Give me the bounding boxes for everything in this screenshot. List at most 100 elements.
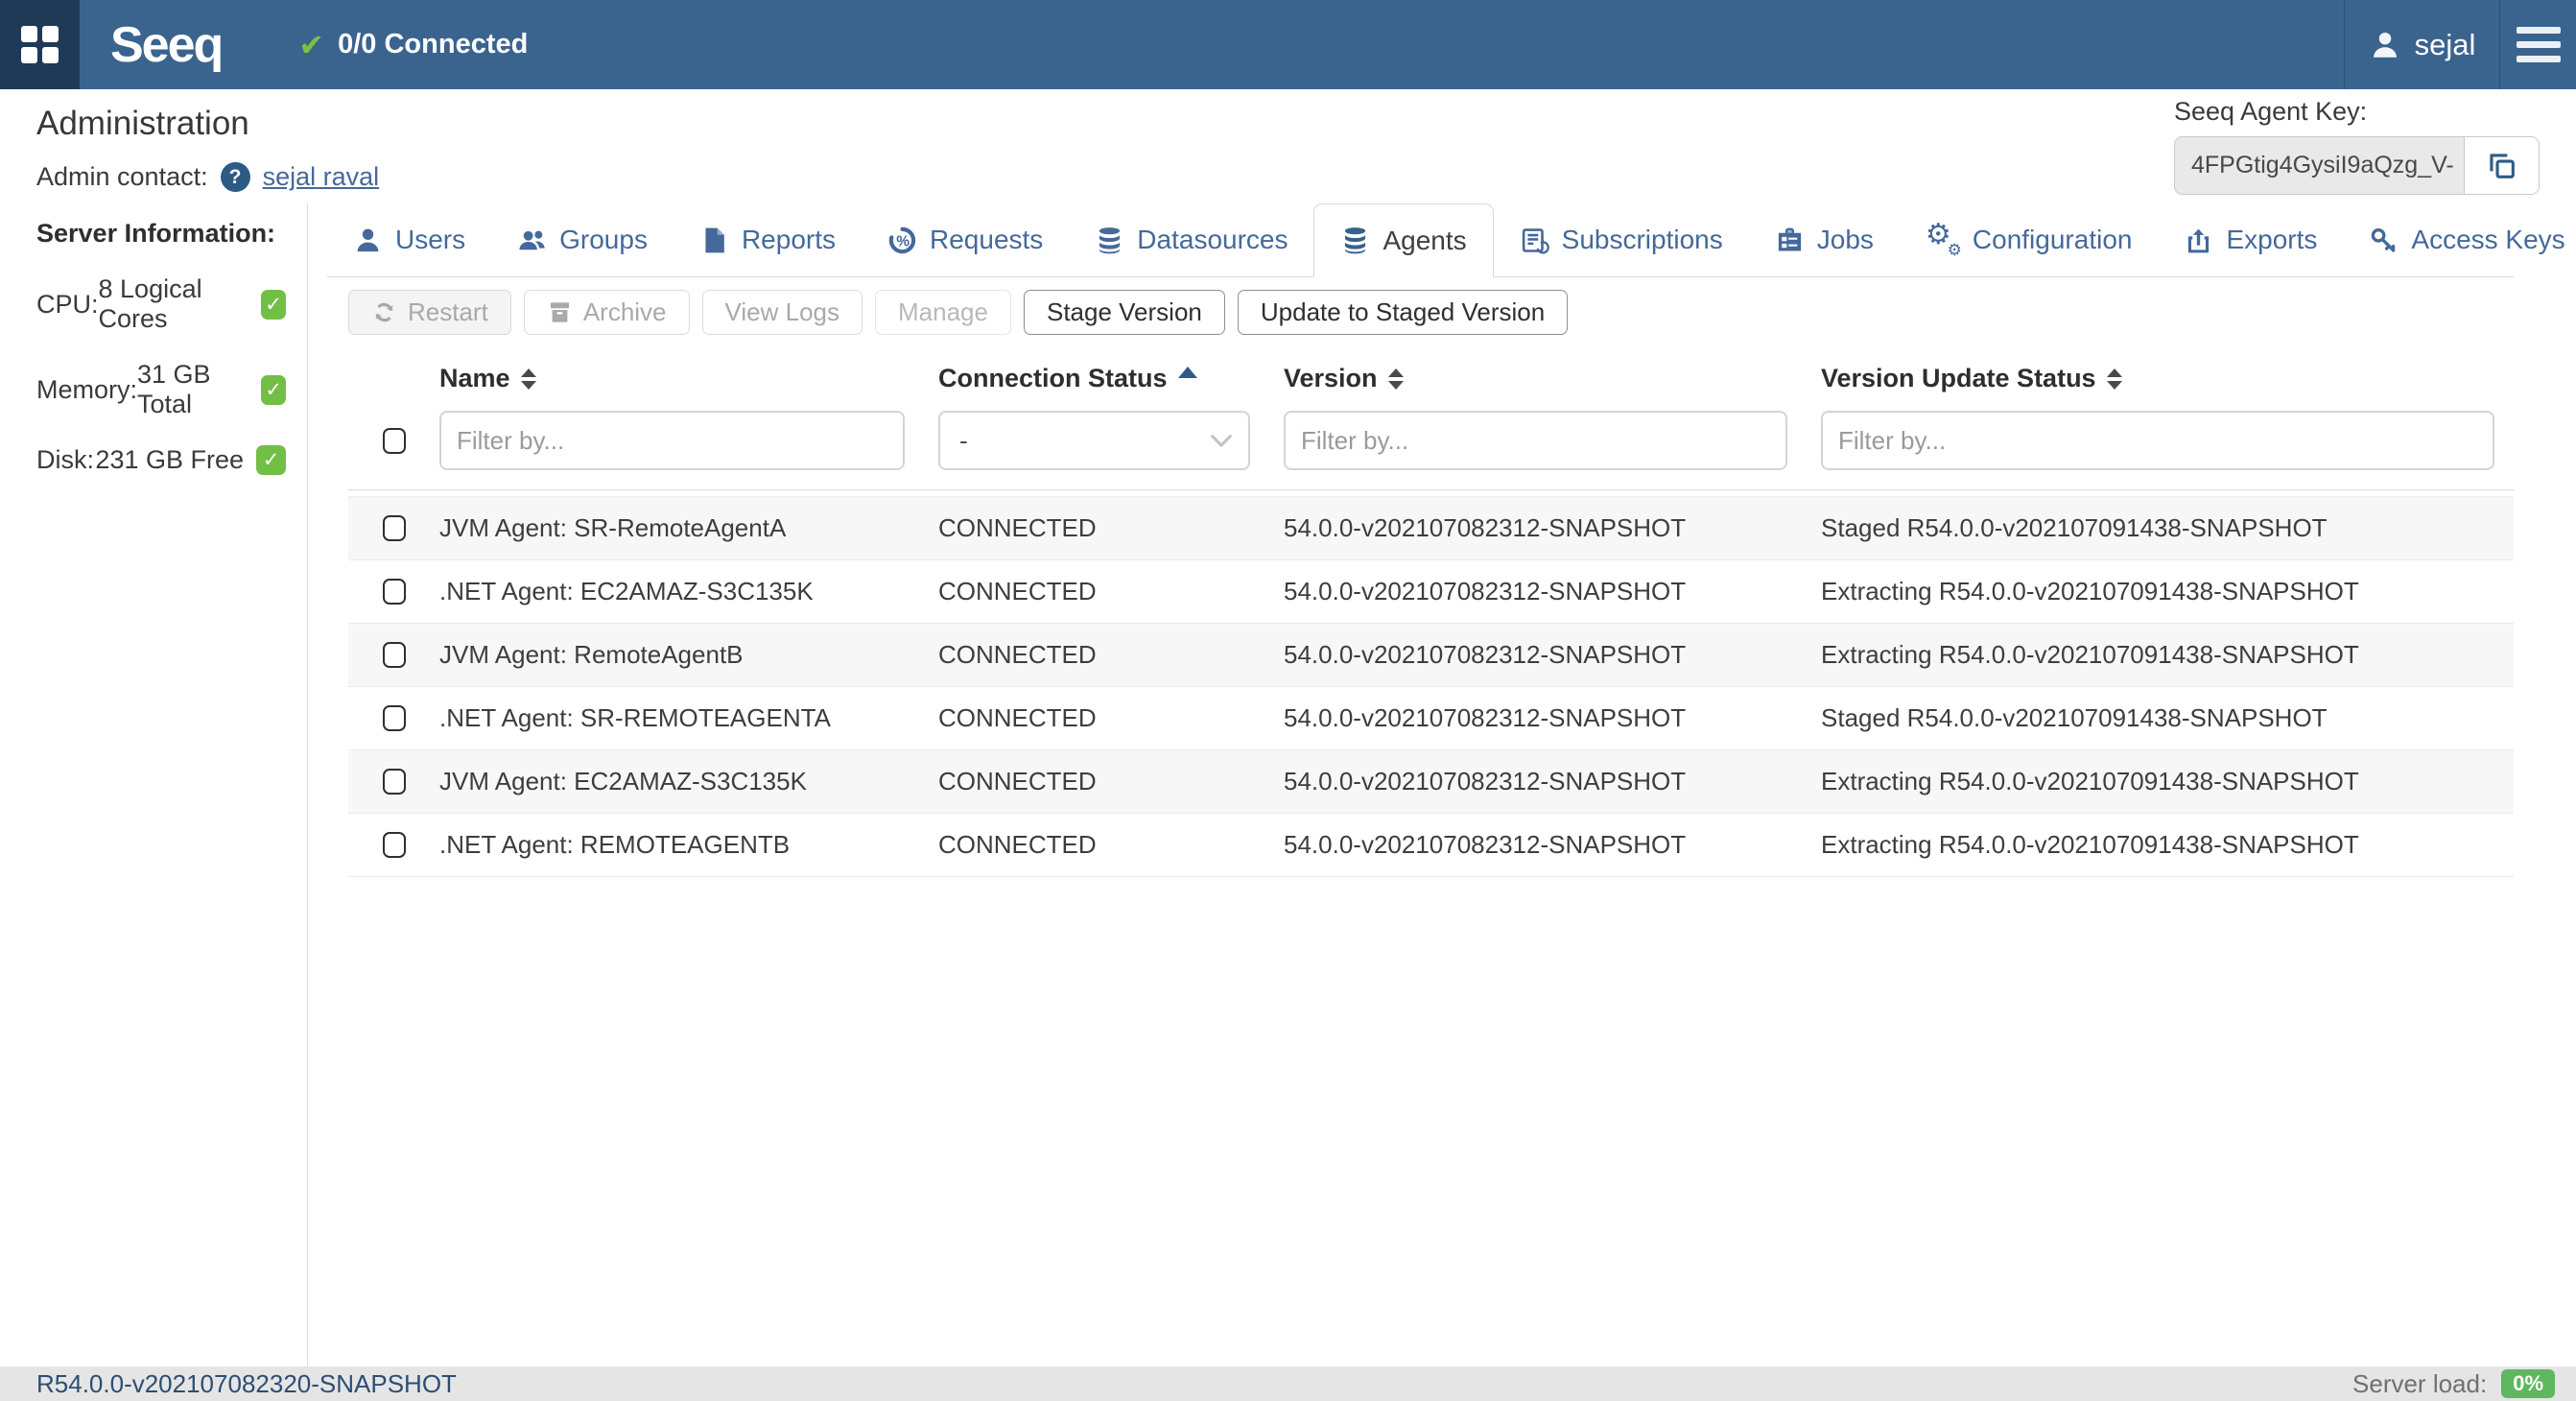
table-row[interactable]: .NET Agent: SR-REMOTEAGENTA CONNECTED 54… [348,687,2514,750]
help-icon[interactable]: ? [220,162,250,192]
agent-name: JVM Agent: SR-RemoteAgentA [439,513,787,542]
version-filter-input[interactable] [1284,411,1787,470]
status-bar: R54.0.0-v202107082320-SNAPSHOT Server lo… [0,1366,2576,1401]
select-all-checkbox[interactable] [383,427,406,454]
view-logs-button[interactable]: View Logs [701,290,863,335]
column-header-name[interactable]: Name [425,364,924,393]
sort-icon [2106,368,2122,390]
row-checkbox[interactable] [383,769,406,795]
admin-contact-label: Admin contact: [36,162,208,191]
tab-configuration[interactable]: ⚙ ⚙ Configuration [1925,218,2133,260]
tab-requests[interactable]: % Requests [862,203,1069,276]
version-update-status: Extracting R54.0.0-v202107091438-SNAPSHO… [1821,830,2359,859]
row-checkbox[interactable] [383,642,406,668]
admin-contact-row: Admin contact: ? sejal raval [36,162,2576,192]
table-row[interactable]: JVM Agent: EC2AMAZ-S3C135K CONNECTED 54.… [348,750,2514,814]
column-header-connection-status[interactable]: Connection Status [924,364,1269,393]
cpu-value: 8 Logical Cores [98,274,202,333]
tab-access-keys[interactable]: Access Keys [2343,203,2576,276]
agent-version: 54.0.0-v202107082312-SNAPSHOT [1284,513,1687,542]
row-checkbox[interactable] [383,515,406,541]
agent-version: 54.0.0-v202107082312-SNAPSHOT [1284,640,1687,669]
tab-jobs[interactable]: Jobs [1749,203,1900,276]
server-load-label: Server load: [2352,1368,2488,1398]
connection-status: CONNECTED [938,830,1097,859]
seeq-logo[interactable]: Seeq [110,16,224,73]
version-update-status: Extracting R54.0.0-v202107091438-SNAPSHO… [1821,767,2359,795]
version-update-status: Extracting R54.0.0-v202107091438-SNAPSHO… [1821,577,2359,606]
page-header: Administration Admin contact: ? sejal ra… [0,89,2576,195]
tab-exports[interactable]: Exports [2158,203,2343,276]
tab-agents[interactable]: Agents [1313,203,1494,277]
restart-button[interactable]: Restart [348,290,511,335]
column-header-version-update-status[interactable]: Version Update Status [1807,364,2514,393]
agent-version: 54.0.0-v202107082312-SNAPSHOT [1284,830,1687,859]
row-checkbox[interactable] [383,579,406,605]
table-row[interactable]: JVM Agent: SR-RemoteAgentA CONNECTED 54.… [348,497,2514,560]
subscriptions-icon [1520,226,1549,255]
server-info-row-cpu: CPU: 8 Logical Cores ✓ [36,274,286,334]
agent-name: JVM Agent: EC2AMAZ-S3C135K [439,767,807,795]
tab-groups[interactable]: Groups [491,203,674,276]
jobs-icon [1775,226,1805,255]
cpu-ok-check-icon: ✓ [261,289,286,320]
disk-label: Disk: [36,445,94,474]
manage-button[interactable]: Manage [875,290,1011,335]
memory-value: 31 GB Total [137,360,211,418]
agent-key-label: Seeq Agent Key: [2174,97,2368,126]
agent-name: JVM Agent: RemoteAgentB [439,640,744,669]
agent-version: 54.0.0-v202107082312-SNAPSHOT [1284,703,1687,732]
table-row[interactable]: .NET Agent: REMOTEAGENTB CONNECTED 54.0.… [348,814,2514,877]
main-panel: Users Groups Reports % [308,203,2576,1366]
agents-icon [1340,226,1370,255]
version-update-status: Staged R54.0.0-v202107091438-SNAPSHOT [1821,513,2328,542]
hamburger-icon [2516,27,2561,34]
version-update-status: Extracting R54.0.0-v202107091438-SNAPSHO… [1821,640,2359,669]
copy-agent-key-button[interactable] [2465,137,2539,194]
column-header-version[interactable]: Version [1269,364,1807,393]
connection-status-filter-select[interactable]: - [938,411,1250,470]
tab-subscriptions[interactable]: Subscriptions [1494,203,1749,276]
access-keys-icon [2369,226,2399,255]
agent-name: .NET Agent: REMOTEAGENTB [439,830,791,859]
server-info-row-disk: Disk: 231 GB Free ✓ [36,445,286,475]
requests-icon: % [887,226,917,255]
server-info-row-memory: Memory: 31 GB Total ✓ [36,360,286,419]
table-filter-row: - [348,411,2514,490]
app-switcher-button[interactable] [0,0,80,89]
sort-icon [1387,368,1404,390]
agent-key-group [2174,136,2540,195]
table-row[interactable]: JVM Agent: RemoteAgentB CONNECTED 54.0.0… [348,624,2514,687]
checkmark-icon: ✔ [298,27,325,62]
update-to-staged-version-button[interactable]: Update to Staged Version [1237,290,1569,335]
memory-ok-check-icon: ✓ [261,374,286,405]
row-checkbox[interactable] [383,705,406,731]
hamburger-menu-button[interactable] [2500,0,2576,89]
connection-status: CONNECTED [938,640,1097,669]
connection-status: CONNECTED [938,703,1097,732]
tab-reports[interactable]: Reports [674,203,862,276]
agent-version: 54.0.0-v202107082312-SNAPSHOT [1284,767,1687,795]
tab-datasources[interactable]: Datasources [1069,203,1313,276]
user-menu[interactable]: sejal [2344,0,2500,89]
stage-version-button[interactable]: Stage Version [1023,290,1225,335]
cpu-label: CPU: [36,289,99,319]
name-filter-input[interactable] [439,411,905,470]
admin-contact-link[interactable]: sejal raval [262,162,380,191]
archive-button[interactable]: Archive [523,290,690,335]
row-checkbox[interactable] [383,832,406,858]
page-title: Administration [36,105,249,142]
status-filter-input[interactable] [1821,411,2494,470]
exports-icon [2184,226,2213,255]
agents-toolbar: Restart Archive View Logs Manage Stage V… [348,290,2514,335]
table-row[interactable]: .NET Agent: EC2AMAZ-S3C135K CONNECTED 54… [348,560,2514,624]
connection-status: CONNECTED [938,513,1097,542]
agent-key-input[interactable] [2175,137,2465,194]
archive-icon [547,299,573,325]
username-label: sejal [2414,27,2476,61]
table-header-row: Name Connection Status Version Version U… [348,364,2514,393]
tab-users[interactable]: Users [327,203,491,276]
svg-text:%: % [896,233,910,249]
table-body: JVM Agent: SR-RemoteAgentA CONNECTED 54.… [348,496,2514,877]
